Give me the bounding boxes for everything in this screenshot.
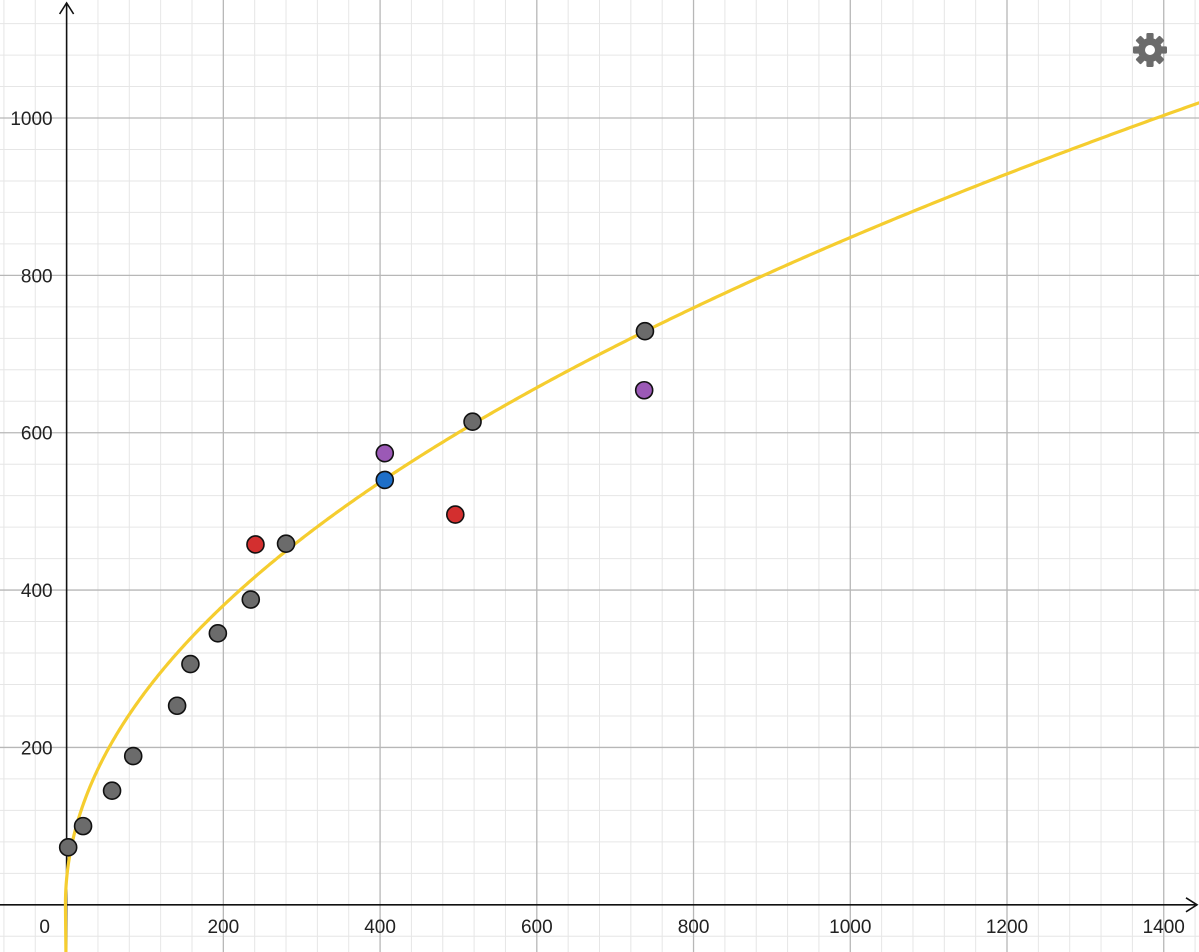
data-point[interactable] xyxy=(276,534,296,553)
x-tick-label: 0 xyxy=(39,917,50,938)
data-point[interactable] xyxy=(181,654,200,674)
data-point[interactable] xyxy=(123,746,143,766)
y-tick-label: 1000 xyxy=(10,109,52,130)
curve-layer xyxy=(63,101,1199,952)
data-point[interactable] xyxy=(375,470,395,490)
data-point[interactable] xyxy=(73,816,93,836)
data-point[interactable] xyxy=(246,535,265,554)
points-layer xyxy=(58,321,655,857)
gear-hole xyxy=(1145,45,1155,55)
data-point[interactable] xyxy=(446,505,465,524)
x-tick-label: 800 xyxy=(678,917,710,938)
y-tick-label: 200 xyxy=(21,738,53,759)
x-tick-label: 1200 xyxy=(986,917,1028,938)
y-tick-label: 800 xyxy=(21,266,53,287)
data-point[interactable] xyxy=(634,380,654,400)
data-point[interactable] xyxy=(208,624,228,643)
y-tick-label: 400 xyxy=(21,581,53,602)
x-axis-arrow xyxy=(1185,897,1199,913)
data-point[interactable] xyxy=(375,443,395,463)
tick-labels: 0 200 400 600 800 1000 1200 1400 200 400 600 800 100… xyxy=(10,109,1185,938)
data-point[interactable] xyxy=(241,590,261,609)
x-tick-label: 400 xyxy=(364,917,396,938)
data-point[interactable] xyxy=(463,412,482,432)
x-tick-label: 1400 xyxy=(1143,917,1185,938)
fit-curve[interactable] xyxy=(63,101,1199,952)
x-tick-label: 1000 xyxy=(829,917,871,938)
data-point[interactable] xyxy=(167,696,187,716)
settings-button[interactable] xyxy=(1128,28,1172,72)
x-tick-label: 200 xyxy=(207,917,239,938)
gear-icon xyxy=(1133,33,1167,67)
y-axis-arrow xyxy=(58,1,75,15)
x-tick-label: 600 xyxy=(521,917,553,938)
data-point[interactable] xyxy=(102,781,122,801)
y-tick-label: 600 xyxy=(21,424,53,445)
data-point[interactable] xyxy=(635,321,655,341)
data-point[interactable] xyxy=(58,838,78,857)
